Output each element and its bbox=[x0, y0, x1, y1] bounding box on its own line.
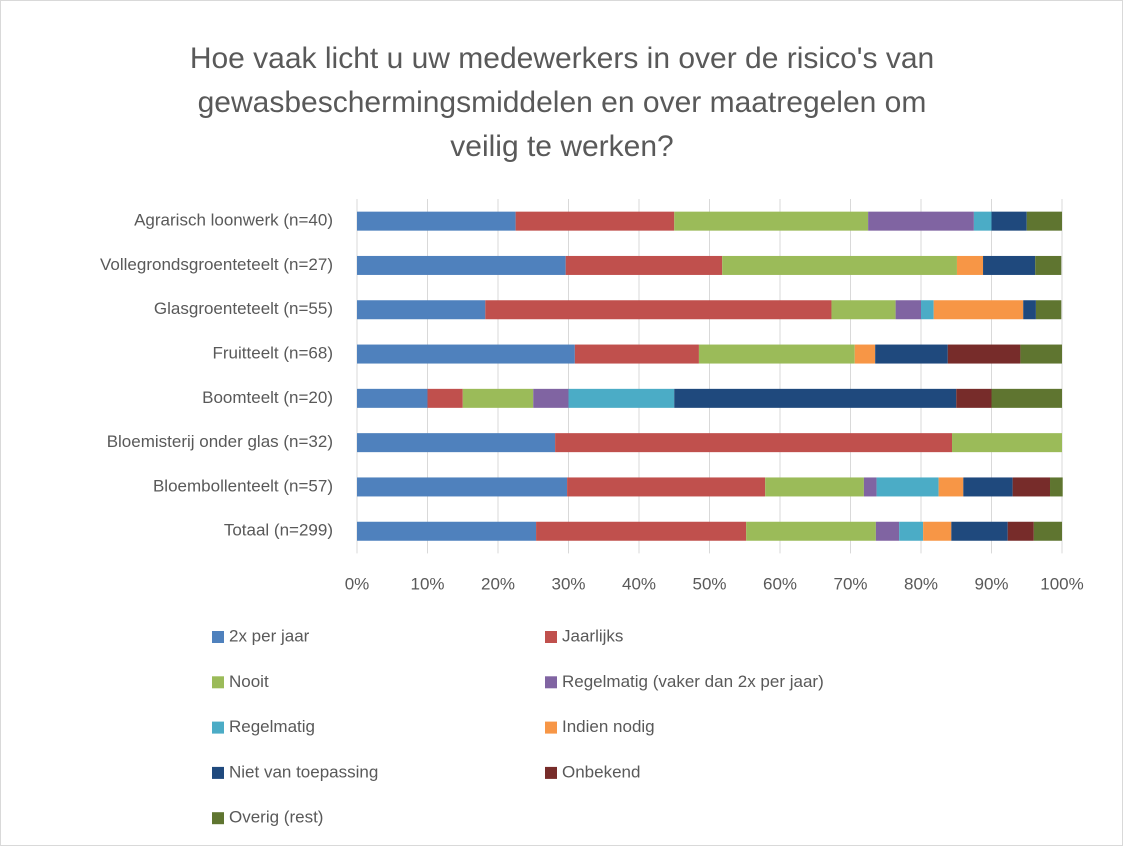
legend-label: Jaarlijks bbox=[562, 626, 623, 645]
bar-segment bbox=[875, 344, 948, 364]
legend-swatch bbox=[212, 631, 224, 643]
bar-segment bbox=[1050, 477, 1063, 497]
bar-segment bbox=[698, 344, 855, 364]
x-tick-label: 60% bbox=[763, 574, 797, 593]
bar-segment bbox=[938, 477, 964, 497]
bar-segment bbox=[963, 477, 1013, 497]
bar-segment bbox=[923, 521, 952, 541]
bar-segment bbox=[868, 211, 974, 231]
legend-swatch bbox=[545, 631, 557, 643]
legend-swatch bbox=[212, 676, 224, 689]
x-tick-label: 40% bbox=[622, 574, 656, 593]
bar-segment bbox=[956, 255, 984, 275]
bar-segment bbox=[983, 255, 1036, 275]
bar-segment bbox=[357, 433, 556, 453]
bar-segment bbox=[973, 211, 992, 231]
bar-segment bbox=[565, 255, 723, 275]
bar-segment bbox=[831, 300, 896, 320]
bar-segment bbox=[485, 300, 832, 320]
bar-segment bbox=[357, 344, 575, 364]
chart-title: veilig te werken? bbox=[450, 130, 673, 163]
bar-segment bbox=[357, 477, 568, 497]
bar-segment bbox=[863, 477, 877, 497]
y-tick-label: Glasgroenteteelt (n=55) bbox=[154, 299, 333, 318]
bar-segment bbox=[568, 388, 675, 408]
x-tick-label: 30% bbox=[551, 574, 585, 593]
bar-segment bbox=[876, 477, 939, 497]
bar-segment bbox=[1035, 255, 1062, 275]
legend-label: Indien nodig bbox=[562, 717, 655, 736]
chart-title: Hoe vaak licht u uw medewerkers in over … bbox=[190, 42, 934, 75]
bar-segment bbox=[991, 388, 1062, 408]
legend-label: Regelmatig bbox=[229, 717, 315, 736]
bar-segment bbox=[956, 388, 992, 408]
legend-swatch bbox=[212, 812, 224, 825]
y-tick-label: Fruitteelt (n=68) bbox=[213, 344, 333, 363]
bar-segment bbox=[357, 521, 537, 541]
legend-label: Regelmatig (vaker dan 2x per jaar) bbox=[562, 672, 824, 691]
bar-segment bbox=[462, 388, 534, 408]
bar-segment bbox=[555, 433, 953, 453]
legend-swatch bbox=[545, 676, 557, 689]
bar-segment bbox=[1033, 521, 1062, 541]
x-tick-label: 20% bbox=[481, 574, 515, 593]
bar-segment bbox=[746, 521, 876, 541]
bar-segment bbox=[1035, 300, 1062, 320]
bar-segment bbox=[933, 300, 1024, 320]
bar-segment bbox=[357, 388, 428, 408]
bar-segment bbox=[895, 300, 921, 320]
legend-label: 2x per jaar bbox=[229, 626, 310, 645]
bar-segment bbox=[722, 255, 957, 275]
y-tick-label: Agrarisch loonwerk (n=40) bbox=[134, 211, 333, 230]
bar-segment bbox=[921, 300, 934, 320]
bar-segment bbox=[952, 433, 1062, 453]
y-tick-label: Totaal (n=299) bbox=[224, 521, 333, 540]
bar-segment bbox=[427, 388, 463, 408]
bar-segment bbox=[951, 521, 1008, 541]
bar-segment bbox=[875, 521, 900, 541]
chart-title: gewasbeschermingsmiddelen en over maatre… bbox=[198, 86, 927, 119]
x-tick-label: 90% bbox=[974, 574, 1008, 593]
bar-segment bbox=[1012, 477, 1051, 497]
bar-segment bbox=[567, 477, 766, 497]
bar-segment bbox=[674, 388, 957, 408]
bar-segment bbox=[947, 344, 1021, 364]
bar-segment bbox=[991, 211, 1027, 231]
y-tick-label: Boomteelt (n=20) bbox=[202, 388, 333, 407]
bar-segment bbox=[536, 521, 747, 541]
bar-segment bbox=[357, 211, 516, 231]
y-tick-label: Vollegrondsgroenteteelt (n=27) bbox=[100, 255, 333, 274]
x-tick-label: 80% bbox=[904, 574, 938, 593]
bar-segment bbox=[854, 344, 876, 364]
y-tick-label: Bloemisterij onder glas (n=32) bbox=[107, 432, 333, 451]
legend-swatch bbox=[545, 766, 557, 779]
x-tick-label: 100% bbox=[1040, 574, 1083, 593]
x-tick-label: 0% bbox=[345, 574, 370, 593]
bar-segment bbox=[1007, 521, 1034, 541]
legend-swatch bbox=[212, 721, 224, 734]
legend-swatch bbox=[545, 721, 557, 734]
bar-segment bbox=[515, 211, 675, 231]
x-tick-label: 50% bbox=[692, 574, 726, 593]
legend-label: Niet van toepassing bbox=[229, 762, 378, 781]
bar-segment bbox=[674, 211, 869, 231]
x-tick-label: 70% bbox=[833, 574, 867, 593]
bar-segment bbox=[533, 388, 569, 408]
x-tick-label: 10% bbox=[410, 574, 444, 593]
bar-segment bbox=[357, 300, 486, 320]
legend-swatch bbox=[212, 766, 224, 779]
bar-segment bbox=[574, 344, 699, 364]
bar-segment bbox=[357, 255, 566, 275]
legend-label: Onbekend bbox=[562, 762, 640, 781]
bar-segment bbox=[1020, 344, 1062, 364]
bar-segment bbox=[899, 521, 924, 541]
legend-label: Overig (rest) bbox=[229, 808, 323, 827]
legend-label: Nooit bbox=[229, 672, 269, 691]
bar-segment bbox=[765, 477, 864, 497]
y-tick-label: Bloembollenteelt (n=57) bbox=[153, 476, 333, 495]
bar-segment bbox=[1026, 211, 1062, 231]
bar-segment bbox=[1023, 300, 1036, 320]
